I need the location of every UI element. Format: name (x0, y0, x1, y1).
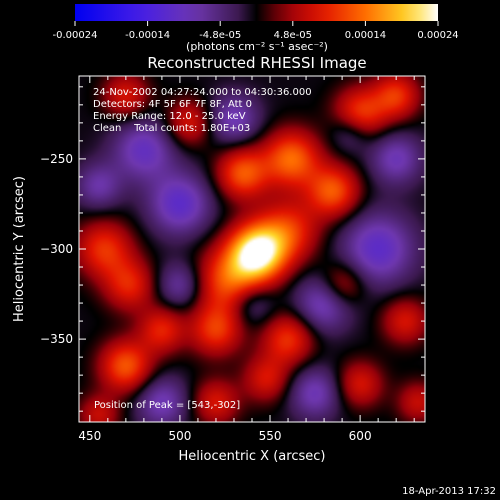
colorbar-tick-label: -4.8e-05 (199, 30, 241, 41)
annotation-clean-counts: Clean Total counts: 1.80E+03 (93, 123, 250, 134)
colorbar: -0.00024 -0.00014 -4.8e-05 4.8e-05 0.00014 0.… (53, 4, 459, 53)
colorbar-tick-label: -0.00014 (125, 30, 170, 41)
colorbar-tick-label: 0.00014 (345, 30, 386, 41)
axis-tick-label: 600 (349, 429, 372, 443)
colorbar-ticks: -0.00024 -0.00014 -4.8e-05 4.8e-05 0.00014 0.… (53, 21, 459, 41)
axis-ticks: 450 500 550 600 −250 −300 −350 (40, 76, 425, 443)
colorbar-unit-label: (photons cm⁻² s⁻¹ asec⁻²) (186, 40, 328, 53)
annotation-detectors: Detectors: 4F 5F 6F 7F 8F, Att 0 (93, 99, 252, 110)
x-axis-label: Heliocentric X (arcsec) (179, 449, 326, 464)
axis-tick-label: −350 (40, 332, 73, 346)
axis-tick-label: 500 (168, 429, 191, 443)
axis-tick-label: 450 (78, 429, 101, 443)
colorbar-tick-label: -0.00024 (53, 30, 98, 41)
heatmap-image (79, 76, 425, 422)
annotation-energy-range: Energy Range: 12.0 - 25.0 keV (93, 111, 246, 122)
y-axis-label: Heliocentric Y (arcsec) (12, 176, 27, 322)
annotation-time-range: 24-Nov-2002 04:27:24.000 to 04:30:36.000 (93, 87, 312, 98)
peak-position-label: Position of Peak = [543,-302] (94, 400, 240, 411)
colorbar-tick-label: 0.00024 (417, 30, 458, 41)
colorbar-tick-label: 4.8e-05 (274, 30, 312, 41)
axis-tick-label: −250 (40, 152, 73, 166)
annotation-block: 24-Nov-2002 04:27:24.000 to 04:30:36.000… (93, 87, 312, 134)
colorbar-gradient (75, 4, 438, 21)
chart-title: Reconstructed RHESSI Image (147, 54, 366, 72)
axis-tick-label: 550 (259, 429, 282, 443)
axis-tick-label: −300 (40, 242, 73, 256)
plot-area: 450 500 550 600 −250 −300 −350 (40, 75, 426, 443)
footer-date: 18-Apr-2013 17:32 (402, 486, 496, 497)
